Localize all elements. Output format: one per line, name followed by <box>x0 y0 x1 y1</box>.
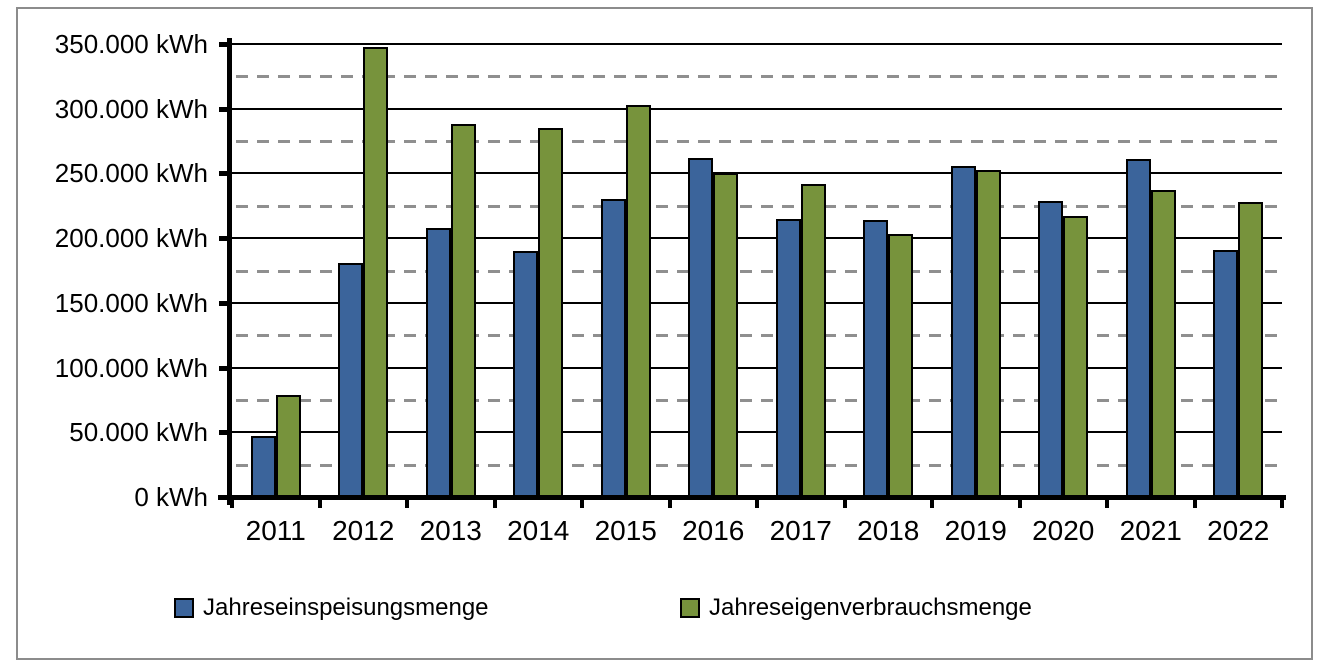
gridline-major <box>232 366 1282 369</box>
y-axis-tick <box>219 42 228 47</box>
gridline-minor <box>236 269 1282 273</box>
y-axis-tick <box>219 300 228 306</box>
x-axis-tick-label: 2011 <box>245 515 306 546</box>
x-axis-tick <box>1105 495 1109 508</box>
bar-jahreseigenverbrauchsmenge-2014 <box>538 128 564 497</box>
x-axis-tick <box>667 495 672 508</box>
y-axis-tick <box>219 236 228 242</box>
y-axis-tick-label: 250.000 kWh <box>54 158 208 189</box>
x-axis-tick-label: 2012 <box>332 515 395 546</box>
y-axis-tick-label: 0 kWh <box>134 482 208 512</box>
y-axis-tick-label: 100.000 kWh <box>54 352 208 383</box>
gridline-minor <box>236 204 1282 208</box>
gridline-major <box>232 237 1282 240</box>
bar-jahreseinspeisungsmenge-2020 <box>1038 200 1064 497</box>
gridline-minor <box>236 398 1282 402</box>
legend-label-jahreseinspeisungsmenge: Jahreseinspeisungsmenge <box>203 594 489 621</box>
bar-jahreseigenverbrauchsmenge-2020 <box>1063 216 1089 497</box>
y-axis-tick <box>219 171 228 177</box>
gridline-major <box>232 301 1282 304</box>
x-axis-tick-label: 2021 <box>1119 515 1182 546</box>
bar-jahreseigenverbrauchsmenge-2011 <box>275 394 301 497</box>
x-axis-tick <box>317 495 322 508</box>
x-axis-tick <box>842 495 847 508</box>
x-axis-tick <box>230 495 234 508</box>
legend-label-jahreseigenverbrauchsmenge: Jahreseigenverbrauchsmenge <box>709 594 1032 621</box>
y-axis-tick-label: 300.000 kWh <box>54 93 208 124</box>
gridline-major <box>232 43 1282 45</box>
y-axis-tick-label: 150.000 kWh <box>54 287 208 318</box>
gridline-minor <box>236 140 1282 144</box>
bar-jahreseigenverbrauchsmenge-2016 <box>713 173 739 497</box>
x-axis-tick-label: 2019 <box>944 515 1007 546</box>
bar-jahreseinspeisungsmenge-2021 <box>1125 159 1151 497</box>
plot-area <box>218 38 1286 508</box>
x-axis-tick <box>1192 495 1197 508</box>
bar-jahreseinspeisungsmenge-2016 <box>688 157 714 497</box>
y-axis-line <box>227 38 232 505</box>
x-axis-tick-label: 2018 <box>857 515 920 546</box>
gridline-major <box>232 172 1282 175</box>
bar-jahreseinspeisungsmenge-2011 <box>250 436 276 497</box>
bar-jahreseinspeisungsmenge-2015 <box>600 199 626 497</box>
bar-jahreseigenverbrauchsmenge-2018 <box>888 234 914 497</box>
bar-jahreseinspeisungsmenge-2013 <box>425 227 451 497</box>
x-axis-tick-label: 2022 <box>1207 515 1270 546</box>
bar-jahreseinspeisungsmenge-2014 <box>513 251 539 497</box>
y-axis-tick <box>219 106 228 112</box>
bar-jahreseigenverbrauchsmenge-2012 <box>363 46 389 497</box>
x-axis-line <box>218 495 1286 500</box>
bar-jahreseigenverbrauchsmenge-2013 <box>450 124 476 497</box>
x-axis-tick <box>1017 495 1022 508</box>
x-axis-tick-label: 2017 <box>769 515 832 546</box>
gridline-minor <box>236 334 1282 338</box>
x-axis-tick-label: 2020 <box>1032 515 1095 546</box>
bar-jahreseigenverbrauchsmenge-2015 <box>625 104 651 497</box>
legend-swatch-jahreseinspeisungsmenge <box>174 598 194 618</box>
x-axis-tick <box>755 495 759 508</box>
chart-frame <box>16 7 1313 660</box>
gridline-minor <box>236 75 1282 79</box>
bar-jahreseinspeisungsmenge-2019 <box>950 165 976 497</box>
y-axis-tick <box>219 430 228 436</box>
x-axis-tick-label: 2013 <box>419 515 482 546</box>
legend-swatch-jahreseigenverbrauchsmenge <box>680 598 700 618</box>
x-axis-tick <box>580 495 584 508</box>
x-axis-tick <box>930 495 934 508</box>
bar-jahreseinspeisungsmenge-2012 <box>338 262 364 497</box>
y-axis-tick <box>219 365 228 371</box>
bar-jahreseinspeisungsmenge-2018 <box>863 220 889 497</box>
bar-jahreseinspeisungsmenge-2022 <box>1213 249 1239 497</box>
x-axis-tick <box>405 495 409 508</box>
y-axis-tick-label: 50.000 kWh <box>69 417 208 448</box>
gridline-major <box>232 431 1282 434</box>
bar-jahreseigenverbrauchsmenge-2022 <box>1238 201 1264 497</box>
bar-jahreseigenverbrauchsmenge-2019 <box>975 169 1001 497</box>
gridline-minor <box>236 463 1282 467</box>
x-axis-tick-label: 2016 <box>682 515 745 546</box>
y-axis-tick-label: 350.000 kWh <box>54 29 208 59</box>
legend-item-jahreseinspeisungsmenge: Jahreseinspeisungsmenge <box>174 594 489 622</box>
x-axis-tick <box>1280 495 1284 508</box>
x-axis-tick-label: 2014 <box>507 515 570 546</box>
x-axis-tick <box>492 495 497 508</box>
bar-jahreseinspeisungsmenge-2017 <box>775 218 801 497</box>
y-axis-tick-label: 200.000 kWh <box>54 223 208 254</box>
x-axis-tick-label: 2015 <box>594 515 657 546</box>
gridline-major <box>232 107 1282 110</box>
bar-jahreseigenverbrauchsmenge-2017 <box>800 183 826 497</box>
bar-jahreseigenverbrauchsmenge-2021 <box>1150 190 1176 497</box>
legend-item-jahreseigenverbrauchsmenge: Jahreseigenverbrauchsmenge <box>680 594 1032 622</box>
